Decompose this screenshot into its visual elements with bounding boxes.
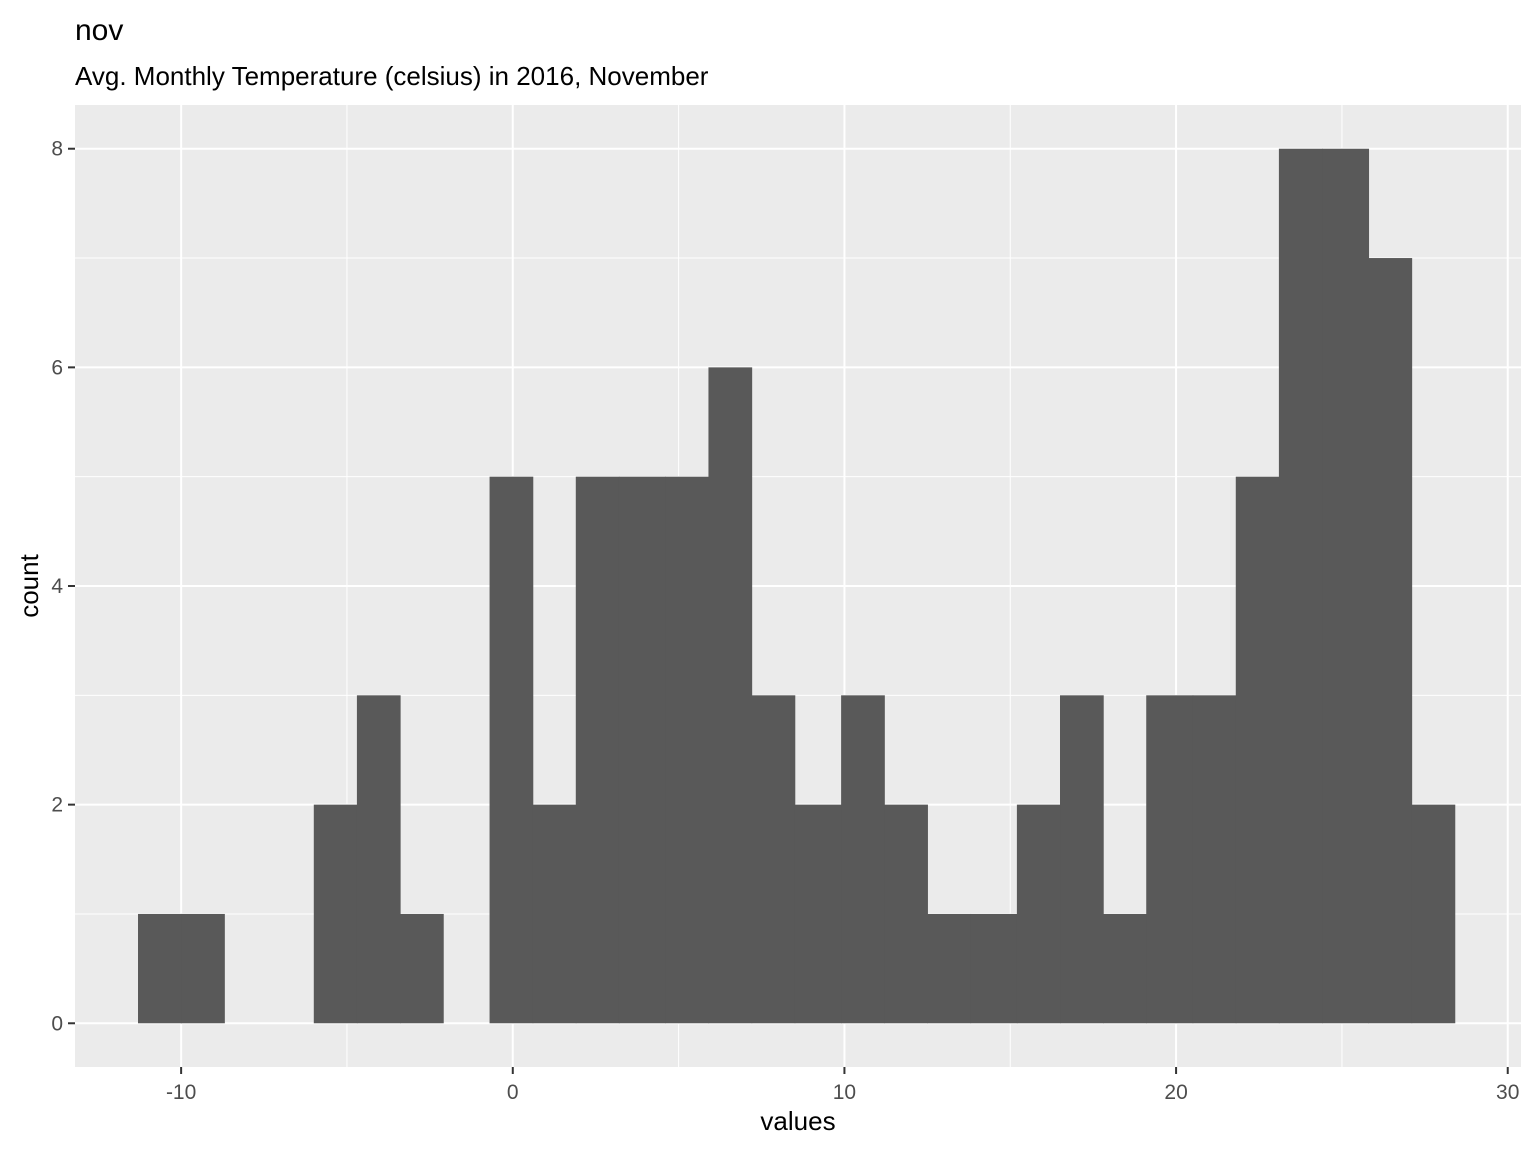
histogram-bar bbox=[751, 695, 796, 1024]
histogram-bar bbox=[1192, 695, 1237, 1024]
histogram-bar bbox=[884, 804, 928, 1024]
histogram-bar bbox=[1411, 804, 1456, 1024]
x-axis: -10 0 10 20 30 bbox=[166, 1067, 1519, 1104]
histogram-bars bbox=[138, 148, 1456, 1024]
x-tick-label: -10 bbox=[166, 1081, 196, 1104]
x-tick-label: 10 bbox=[833, 1081, 856, 1104]
x-tick-label: 0 bbox=[507, 1081, 519, 1104]
histogram-bar bbox=[1060, 695, 1104, 1024]
x-axis-title: values bbox=[760, 1106, 835, 1136]
histogram-bar bbox=[1235, 476, 1280, 1024]
histogram-bar bbox=[1103, 913, 1147, 1024]
y-axis: 0 2 4 6 8 bbox=[51, 138, 75, 1035]
histogram-bar bbox=[1368, 258, 1413, 1024]
histogram-bar bbox=[618, 476, 666, 1024]
x-tick-label: 30 bbox=[1496, 1081, 1519, 1104]
histogram-bar bbox=[489, 476, 534, 1024]
x-tick-label: 20 bbox=[1164, 1081, 1187, 1104]
histogram-bar bbox=[138, 913, 182, 1024]
histogram-bar bbox=[1322, 148, 1370, 1024]
histogram-bar bbox=[532, 804, 577, 1024]
histogram-bar bbox=[708, 367, 753, 1024]
histogram-bar bbox=[356, 695, 401, 1024]
histogram-bar bbox=[970, 913, 1018, 1024]
chart-subtitle: Avg. Monthly Temperature (celsius) in 20… bbox=[75, 61, 709, 91]
histogram-bar bbox=[575, 476, 620, 1024]
y-tick-label: 0 bbox=[51, 1012, 63, 1035]
chart-title: nov bbox=[75, 14, 123, 47]
histogram-bar bbox=[400, 913, 444, 1024]
y-tick-label: 6 bbox=[51, 356, 63, 379]
histogram-bar bbox=[313, 804, 358, 1024]
histogram-bar bbox=[927, 913, 972, 1024]
y-axis-title: count bbox=[14, 553, 44, 617]
histogram-bar bbox=[181, 913, 225, 1024]
y-tick-label: 8 bbox=[51, 138, 63, 161]
histogram-bar bbox=[1146, 695, 1194, 1024]
y-tick-label: 2 bbox=[51, 794, 63, 817]
histogram-bar bbox=[841, 695, 885, 1024]
histogram-bar bbox=[665, 476, 710, 1024]
histogram-bar bbox=[1016, 804, 1061, 1024]
histogram-bar bbox=[794, 804, 842, 1024]
y-tick-label: 4 bbox=[51, 575, 63, 598]
histogram-bar bbox=[1278, 148, 1323, 1024]
